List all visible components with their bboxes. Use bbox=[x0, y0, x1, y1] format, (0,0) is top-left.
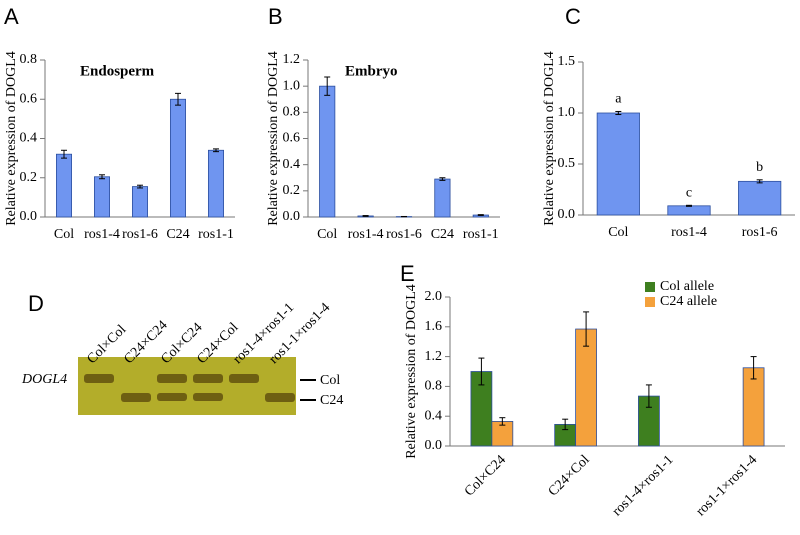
x-tick-label: Col bbox=[54, 227, 74, 242]
y-tick-label: 1.0 bbox=[283, 78, 301, 93]
panel-letter: B bbox=[268, 4, 283, 29]
y-tick-label: 0.0 bbox=[283, 209, 301, 224]
x-tick-label: Col bbox=[317, 227, 337, 242]
x-tick-label: C24 bbox=[431, 227, 454, 242]
y-axis-label: Relative expression of DOGL4 bbox=[266, 51, 281, 226]
legend-swatch bbox=[645, 282, 655, 292]
bar bbox=[207, 149, 224, 218]
chart-title: Endosperm bbox=[80, 63, 155, 79]
y-tick-label: 0.2 bbox=[283, 183, 301, 198]
y-axis-label: Relative expression of DOGL4 bbox=[542, 51, 557, 226]
x-tick-label: ros1-4 bbox=[348, 227, 384, 242]
bar bbox=[56, 153, 73, 218]
x-tick-label: ros1-4×ros1-1 bbox=[610, 452, 677, 519]
significance-letter: c bbox=[686, 186, 692, 201]
gel-bands bbox=[84, 374, 295, 402]
y-tick-label: 0.4 bbox=[20, 131, 38, 146]
y-tick-label: 0.2 bbox=[20, 170, 38, 185]
chart-title: Embryo bbox=[345, 63, 398, 79]
y-tick-label: 0.0 bbox=[558, 207, 576, 222]
bar bbox=[94, 176, 111, 218]
x-tick-label: ros1-6 bbox=[122, 227, 158, 242]
y-axis-label: Relative expression of DOGL4 bbox=[404, 284, 419, 459]
y-tick-label: 0.6 bbox=[20, 91, 38, 106]
y-tick-label: 0.8 bbox=[425, 379, 443, 394]
x-tick-label: C24 bbox=[166, 227, 189, 242]
bar bbox=[742, 367, 765, 447]
x-tick-label: Col bbox=[608, 225, 628, 240]
y-tick-label: 0.4 bbox=[425, 408, 443, 423]
significance-letter: b bbox=[756, 160, 763, 175]
bar bbox=[596, 112, 640, 216]
legend-label: Col allele bbox=[660, 279, 714, 294]
panel-letter: C bbox=[565, 4, 581, 29]
significance-letter: a bbox=[615, 92, 622, 107]
gel-image bbox=[78, 357, 296, 415]
bar bbox=[667, 205, 711, 216]
bar bbox=[434, 178, 451, 218]
panel-letter: E bbox=[400, 261, 415, 286]
bar bbox=[169, 98, 186, 218]
x-tick-label: ros1-1 bbox=[463, 227, 499, 242]
y-tick-label: 1.0 bbox=[558, 105, 576, 120]
y-tick-label: 2.0 bbox=[425, 289, 443, 304]
y-tick-label: 0.5 bbox=[558, 156, 576, 171]
x-tick-label: ros1-6 bbox=[742, 225, 778, 240]
x-tick-label: ros1-6 bbox=[386, 227, 422, 242]
gel-panel: D DOGL4 Col C24 bbox=[21, 291, 343, 415]
band-label: C24 bbox=[320, 393, 343, 408]
bar bbox=[319, 85, 336, 218]
legend-swatch bbox=[645, 297, 655, 307]
gel-row-label: DOGL4 bbox=[21, 372, 67, 387]
y-tick-label: 0.8 bbox=[20, 52, 38, 67]
x-tick-label: ros1-1 bbox=[198, 227, 234, 242]
bar bbox=[131, 186, 148, 218]
y-tick-label: 0.4 bbox=[283, 157, 301, 172]
y-tick-label: 1.2 bbox=[425, 349, 443, 364]
band-label: Col bbox=[320, 373, 340, 388]
y-tick-label: 1.2 bbox=[283, 52, 301, 67]
y-tick-label: 0.6 bbox=[283, 131, 301, 146]
bar bbox=[738, 180, 782, 216]
x-tick-label: Col×C24 bbox=[462, 452, 509, 499]
panel-letter: A bbox=[4, 4, 19, 29]
panel-letter: D bbox=[28, 291, 44, 316]
y-tick-label: 1.6 bbox=[425, 319, 443, 334]
x-tick-label: ros1-4 bbox=[671, 225, 707, 240]
y-tick-label: 0.8 bbox=[283, 105, 301, 120]
x-tick-label: ros1-1×ros1-4 bbox=[693, 452, 760, 519]
y-tick-label: 0.0 bbox=[425, 438, 443, 453]
y-tick-label: 0.0 bbox=[20, 209, 38, 224]
x-tick-label: C24×Col bbox=[546, 452, 593, 499]
y-axis-label: Relative expression of DOGL4 bbox=[4, 51, 19, 226]
x-tick-label: ros1-4 bbox=[84, 227, 120, 242]
legend-label: C24 allele bbox=[660, 294, 717, 309]
y-tick-label: 1.5 bbox=[558, 54, 576, 69]
